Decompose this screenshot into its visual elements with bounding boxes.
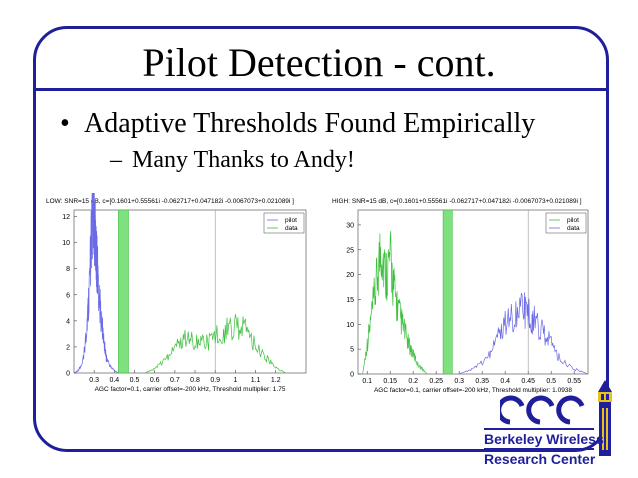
x-tick-label: 0.4 [500,378,510,385]
y-tick-label: 0 [350,372,354,379]
y-tick-label: 12 [62,214,70,221]
x-tick-label: 1.1 [251,377,261,384]
x-tick-label: 0.8 [190,377,200,384]
y-tick-label: 15 [346,297,354,304]
subbullet-item: – Many Thanks to Andy! [110,145,355,175]
x-tick-label: 0.15 [383,378,397,385]
y-tick-label: 4 [66,318,70,325]
logo-line-1: Berkeley Wireless [484,431,604,447]
y-tick-label: 10 [346,322,354,329]
y-tick-label: 25 [346,247,354,254]
title-divider [33,88,609,91]
campanile-tower-icon [598,380,612,456]
x-tick-label: 0.55 [567,378,581,385]
bullet-item: • Adaptive Thresholds Found Empirically [60,108,535,140]
x-tick-label: 0.4 [109,377,119,384]
legend-label: pilot [567,217,579,224]
y-tick-label: 30 [346,222,354,229]
logo-line-2: Research Center [484,451,596,467]
logo-rule-top [484,428,594,430]
x-tick-label: 0.9 [210,377,220,384]
bwrc-logo-icon [500,395,585,425]
x-tick-label: 0.45 [521,378,535,385]
y-tick-label: 0 [66,371,70,378]
x-tick-label: 0.2 [408,378,418,385]
chart-low: LOW: SNR=15 dB, c=[0.1601+0.55561i -0.06… [46,193,307,393]
plot-area [357,209,589,375]
x-tick-label: 1.2 [271,377,281,384]
x-tick-label: 0.5 [546,378,556,385]
chart-title: LOW: SNR=15 dB, c=[0.1601+0.55561i -0.06… [46,198,294,205]
slide-title: Pilot Detection - cont. [142,40,496,85]
bullet-marker: • [60,108,70,139]
series-line-data [144,314,286,374]
legend-label: data [567,225,580,232]
x-tick-label: 0.3 [454,378,464,385]
x-tick-label: 0.1 [362,378,372,385]
logo-rule-mid [484,448,594,450]
x-tick-label: 0.35 [475,378,489,385]
bullet-text: Adaptive Thresholds Found Empirically [84,108,536,139]
y-tick-label: 2 [66,344,70,351]
legend-box [545,212,587,234]
plot-area [73,209,307,374]
x-tick-label: 1 [233,377,237,384]
legend-box [263,212,305,234]
y-tick-label: 8 [66,266,70,273]
legend-label: data [285,225,298,232]
slide-frame [33,26,609,452]
x-tick-label: 0.7 [170,377,180,384]
x-tick-label: 0.25 [429,378,443,385]
series-line-pilot [362,231,428,375]
threshold-band [442,209,453,375]
y-tick-label: 10 [62,240,70,247]
subbullet-text: Many Thanks to Andy! [132,147,355,173]
x-axis-label: AGC factor=0.1, carrier offset=-200 kHz,… [95,386,286,393]
subbullet-marker: – [110,147,122,173]
chart-high: HIGH: SNR=15 dB, c=[0.1601+0.55561i -0.0… [332,198,589,394]
y-tick-label: 6 [66,292,70,299]
y-tick-label: 5 [350,347,354,354]
threshold-band [118,209,129,374]
x-tick-label: 0.6 [150,377,160,384]
series-line-pilot [73,193,119,374]
x-tick-label: 0.3 [89,377,99,384]
x-axis-label: AGC factor=0.1, carrier offset=-200 kHz,… [374,387,572,394]
x-tick-label: 0.5 [130,377,140,384]
legend-label: pilot [285,217,297,224]
y-tick-label: 20 [346,272,354,279]
chart-title: HIGH: SNR=15 dB, c=[0.1601+0.55561i -0.0… [332,198,582,205]
series-line-data [459,292,589,375]
